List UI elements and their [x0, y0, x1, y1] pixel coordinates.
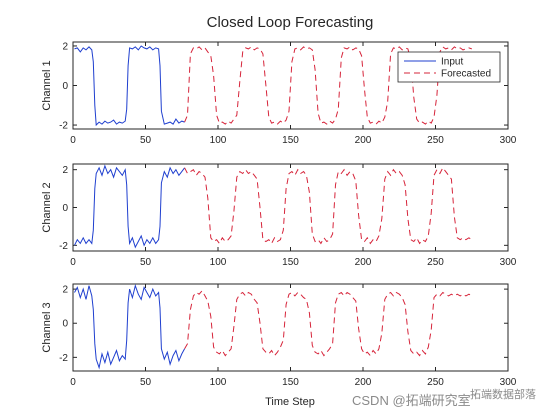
series-input-line — [74, 283, 186, 370]
series-forecasted-line — [184, 46, 472, 125]
axes-box — [72, 163, 509, 252]
x-tick-label: 150 — [282, 257, 299, 268]
x-tick-label: 300 — [500, 377, 517, 388]
y-tick-label: 2 — [62, 41, 68, 52]
x-tick-label: 200 — [355, 257, 372, 268]
x-tick-label: 300 — [500, 135, 517, 146]
x-tick-label: 100 — [210, 377, 227, 388]
x-tick-label: 250 — [427, 135, 444, 146]
x-axis-label: Time Step — [265, 396, 315, 408]
y-axis-label: Channel 1 — [41, 60, 53, 110]
axes-box — [72, 283, 509, 372]
x-tick-label: 200 — [355, 135, 372, 146]
y-tick-label: -2 — [59, 121, 68, 132]
series-input-line — [74, 45, 185, 127]
x-tick-label: 250 — [427, 377, 444, 388]
x-tick-label: 0 — [70, 377, 76, 388]
legend-label-input: Input — [441, 57, 463, 68]
x-tick-label: 50 — [140, 135, 152, 146]
x-tick-label: 200 — [355, 377, 372, 388]
y-axis-label: Channel 3 — [41, 302, 53, 352]
y-tick-label: -2 — [59, 353, 68, 364]
chart-title: Closed Loop Forecasting — [207, 14, 374, 31]
x-tick-label: 50 — [140, 377, 152, 388]
y-tick-label: 2 — [62, 285, 68, 296]
y-tick-label: 0 — [62, 81, 68, 92]
x-tick-label: 300 — [500, 257, 517, 268]
x-tick-label: 250 — [427, 257, 444, 268]
y-axis-label: Channel 2 — [41, 182, 53, 232]
x-tick-label: 100 — [210, 135, 227, 146]
legend-label-forecasted: Forecasted — [441, 69, 491, 80]
x-tick-label: 0 — [70, 257, 76, 268]
series-forecasted-line — [184, 289, 473, 357]
legend-box — [397, 51, 501, 83]
y-tick-label: 2 — [62, 165, 68, 176]
watermark-text-secondary: 拓端数据部落 — [470, 387, 536, 401]
series-input-line — [74, 164, 186, 249]
subplot-channel-3: 0 50 100 150 200 250 300 2 0 -2 Channel 3 — [41, 283, 517, 388]
x-tick-label: 150 — [282, 377, 299, 388]
x-tick-label: 100 — [210, 257, 227, 268]
y-tick-label: 0 — [62, 203, 68, 214]
x-tick-label: 0 — [70, 135, 76, 146]
x-tick-label: 150 — [282, 135, 299, 146]
x-tick-label: 50 — [140, 257, 152, 268]
y-tick-label: 0 — [62, 319, 68, 330]
series-forecasted-line — [184, 166, 473, 245]
watermark: CSDN @拓端研究室 拓端数据部落 — [352, 387, 536, 408]
watermark-text: CSDN @拓端研究室 — [352, 393, 471, 408]
y-tick-label: -2 — [59, 241, 68, 252]
